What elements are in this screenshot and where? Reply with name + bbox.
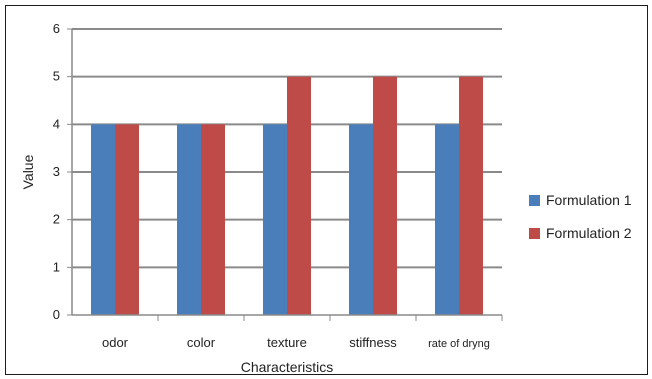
bar-1-odor (91, 124, 115, 315)
bar-1-rate-of-dryng (435, 124, 459, 315)
y-tick-label: 6 (53, 21, 60, 36)
gridlines (72, 28, 502, 269)
bar-2-texture (287, 76, 311, 316)
x-tick-label: rate of dryng (428, 338, 490, 350)
legend-swatch (529, 195, 540, 206)
chart-frame (5, 5, 648, 375)
y-axis-title: Value (20, 154, 36, 189)
x-axis-title: Characteristics (241, 359, 334, 375)
y-tick-label: 1 (53, 259, 60, 274)
x-tick-label: odor (102, 335, 129, 350)
bar-2-odor (115, 124, 139, 315)
y-tick-labels: 0 1 2 3 4 5 6 (53, 21, 60, 322)
x-tick-label: texture (267, 335, 307, 350)
axes (67, 28, 503, 321)
x-tick-label: color (187, 335, 216, 350)
bars (91, 76, 483, 316)
legend: Formulation 1 Formulation 2 (529, 192, 632, 241)
legend-label: Formulation 1 (546, 192, 632, 208)
legend-swatch (529, 228, 540, 239)
y-tick-label: 2 (53, 212, 60, 227)
y-tick-label: 3 (53, 164, 60, 179)
legend-label: Formulation 2 (546, 225, 632, 241)
bar-1-texture (263, 124, 287, 315)
bar-1-stiffness (349, 124, 373, 315)
bar-2-rate-of-dryng (459, 76, 483, 316)
x-tick-label: stiffness (349, 335, 397, 350)
bar-2-stiffness (373, 76, 397, 316)
x-tick-labels: odor color texture stiffness rate of dryng (102, 335, 490, 350)
y-tick-label: 4 (53, 116, 60, 131)
y-tick-label: 0 (53, 307, 60, 322)
y-tick-label: 5 (53, 69, 60, 84)
bar-1-color (177, 124, 201, 315)
bar-2-color (201, 124, 225, 315)
